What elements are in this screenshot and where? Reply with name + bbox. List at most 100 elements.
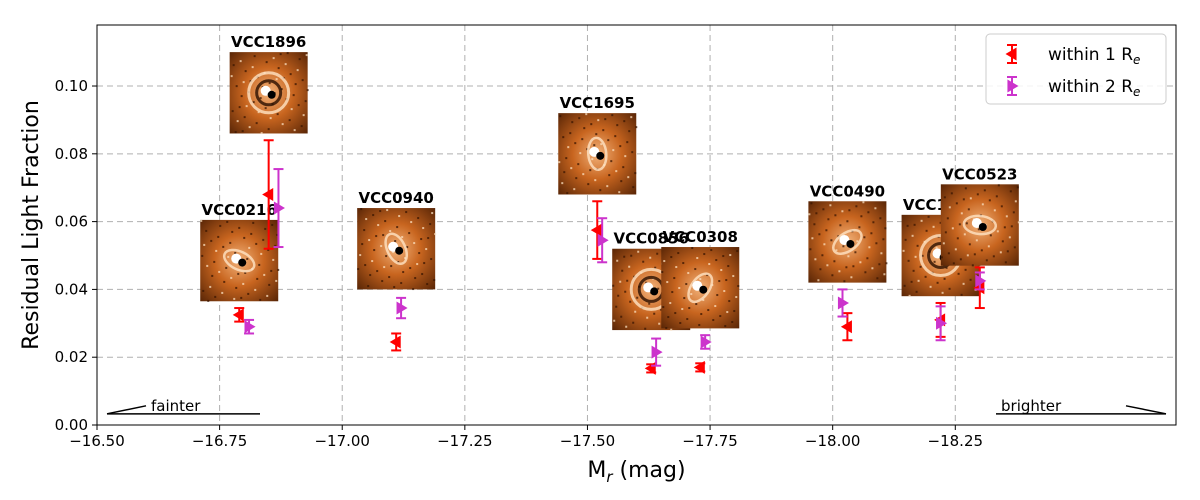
galaxy-image-speckle <box>858 226 861 229</box>
galaxy-image-speckle <box>421 273 424 276</box>
galaxy-image-speckle <box>262 238 265 241</box>
galaxy-image-vcc0940 <box>357 208 437 291</box>
galaxy-image-speckle <box>620 180 623 183</box>
galaxy-image-core-residual <box>978 223 987 231</box>
galaxy-image-speckle <box>284 63 287 66</box>
legend-label: within 1 Re <box>1048 45 1140 67</box>
galaxy-image-arm <box>962 214 998 236</box>
galaxy-image-speckle <box>867 211 870 214</box>
galaxy-image-speckle <box>272 258 275 261</box>
galaxy-image-speckle <box>243 116 246 119</box>
galaxy-image-speckle <box>612 149 615 152</box>
galaxy-image-speckle <box>229 241 232 244</box>
galaxy-image-speckle <box>393 286 396 289</box>
galaxy-image-speckle <box>834 214 837 217</box>
galaxy-image-speckle <box>714 305 717 308</box>
galaxy-image-speckle <box>581 138 584 141</box>
galaxy-image-speckle <box>1012 211 1015 214</box>
galaxy-image-speckle <box>822 208 825 211</box>
galaxy-image-speckle <box>292 94 295 97</box>
galaxy-image-speckle <box>921 254 924 257</box>
galaxy-image-speckle <box>394 240 397 243</box>
galaxy-image-speckle <box>958 223 961 226</box>
galaxy-image-speckle <box>595 133 598 136</box>
galaxy-image-speckle <box>582 173 585 176</box>
y-tick-label: 0.10 <box>55 77 88 95</box>
x-tick-label: −16.75 <box>192 432 248 450</box>
galaxy-image-speckle <box>433 279 436 282</box>
galaxy-image-speckle <box>271 223 274 226</box>
galaxy-image-speckle <box>406 246 409 249</box>
galaxy-image-speckle <box>695 303 698 306</box>
fainter-arrow-head <box>106 405 147 415</box>
x-tick-label: −17.25 <box>437 432 493 450</box>
galaxy-image-speckle <box>627 176 630 179</box>
galaxy-image-speckle <box>243 236 246 239</box>
galaxy-image-vcc1896 <box>229 52 309 135</box>
galaxy-image-speckle <box>1008 236 1011 239</box>
galaxy-image-speckle <box>398 215 401 218</box>
galaxy-image-speckle <box>968 243 971 246</box>
galaxy-image-speckle <box>862 201 865 204</box>
galaxy-image-speckle <box>1003 226 1006 229</box>
point-series-2 <box>936 316 948 330</box>
galaxy-image-speckle <box>253 55 256 58</box>
galaxy-image-speckle <box>611 114 614 117</box>
x-tick-label: −18.00 <box>805 432 861 450</box>
galaxy-image-speckle <box>616 259 619 262</box>
galaxy-image-speckle <box>907 259 910 262</box>
galaxy-image-core-residual <box>238 258 247 267</box>
galaxy-image-speckle <box>975 239 978 242</box>
galaxy-image-speckle <box>396 226 399 229</box>
galaxy-image-speckle <box>258 263 261 266</box>
galaxy-image-speckle <box>371 260 374 263</box>
galaxy-image-speckle <box>230 75 233 78</box>
galaxy-image-speckle <box>827 218 830 221</box>
plot-frame <box>96 24 1177 426</box>
galaxy-image-speckle <box>724 325 727 328</box>
galaxy-image-speckle <box>648 302 651 305</box>
galaxy-image-speckle <box>259 298 262 301</box>
galaxy-image-speckle <box>422 227 425 230</box>
galaxy-label: VCC0216 <box>202 201 277 219</box>
galaxy-image-speckle <box>412 288 415 291</box>
galaxy-image-speckle <box>980 249 983 252</box>
galaxy-image-speckle <box>948 287 951 290</box>
galaxy-image-speckle <box>402 271 405 274</box>
point-series-2 <box>837 296 849 310</box>
galaxy-image-speckle <box>561 182 564 185</box>
legend-box <box>985 33 1167 105</box>
galaxy-image-speckle <box>200 219 203 222</box>
galaxy-image-speckle <box>842 245 845 248</box>
galaxy-image-speckle <box>300 125 303 128</box>
galaxy-image-speckle <box>708 263 711 266</box>
galaxy-image-speckle <box>244 70 247 73</box>
galaxy-image-vcc1695 <box>558 113 638 195</box>
galaxy-image-speckle <box>233 297 236 300</box>
galaxy-label: VCC1695 <box>560 94 635 112</box>
galaxy-image-speckle <box>260 132 263 135</box>
galaxy-image-speckle <box>430 258 433 261</box>
galaxy-image-speckle <box>214 295 217 298</box>
galaxy-image-speckle <box>959 258 962 261</box>
galaxy-image-speckle <box>382 234 385 237</box>
galaxy-images: VCC0216 VCC1896 VCC0940 VCC1695 VCC0856VCC03… <box>200 33 1020 331</box>
galaxy-image-speckle <box>952 262 955 265</box>
galaxy-image-speckle <box>201 254 204 257</box>
galaxy-image-speckle <box>943 196 946 199</box>
galaxy-image-speckle <box>673 277 676 280</box>
galaxy-image-speckle <box>361 243 364 246</box>
galaxy-image-speckle <box>963 233 966 236</box>
galaxy-image-speckle <box>987 245 990 248</box>
galaxy-image-speckle <box>207 299 210 302</box>
galaxy-image-speckle <box>277 268 280 271</box>
galaxy-image-speckle <box>247 292 250 295</box>
galaxy-image-speckle <box>386 209 389 212</box>
galaxy-image-speckle <box>962 198 965 201</box>
galaxy-image-speckle <box>852 265 855 268</box>
galaxy-image-arm <box>255 79 283 107</box>
y-tick-label: 0.08 <box>55 145 88 163</box>
galaxy-image-speckle <box>670 256 673 259</box>
galaxy-image-speckle <box>1005 215 1008 218</box>
galaxy-image-speckle <box>594 179 597 182</box>
